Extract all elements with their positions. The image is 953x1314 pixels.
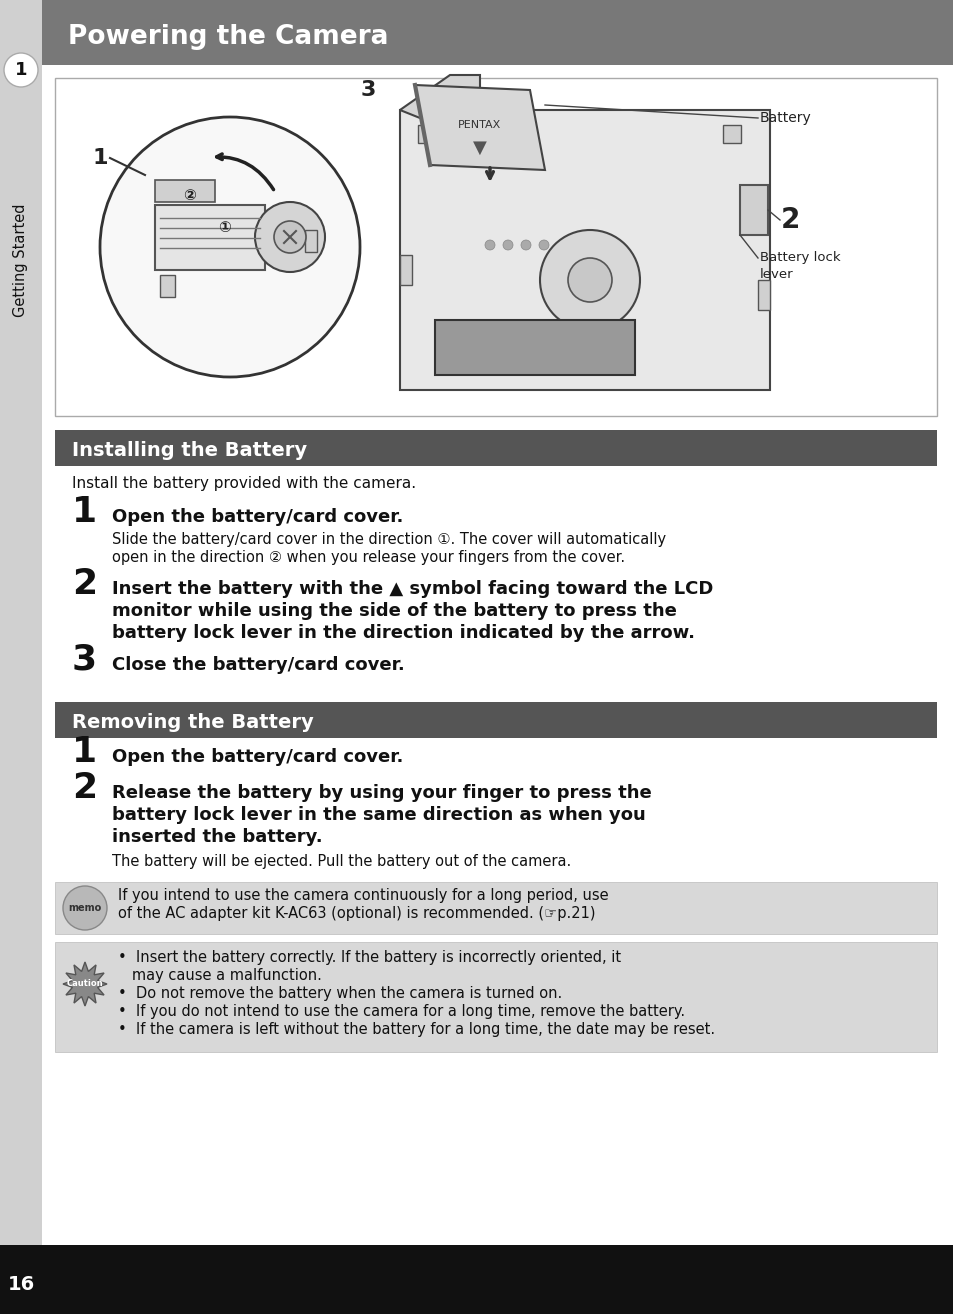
Text: Slide the battery/card cover in the direction ①. The cover will automatically: Slide the battery/card cover in the dire… — [112, 532, 665, 547]
Bar — [435, 321, 635, 374]
Circle shape — [4, 53, 38, 87]
Text: •  Do not remove the battery when the camera is turned on.: • Do not remove the battery when the cam… — [118, 986, 561, 1001]
Text: battery lock lever in the same direction as when you: battery lock lever in the same direction… — [112, 805, 645, 824]
Text: Caution: Caution — [67, 979, 103, 988]
Bar — [160, 275, 174, 297]
Text: lever: lever — [760, 268, 793, 281]
Text: Installing the Battery: Installing the Battery — [71, 442, 307, 460]
Text: Battery: Battery — [760, 110, 811, 125]
Text: 1: 1 — [14, 60, 28, 79]
Text: Open the battery/card cover.: Open the battery/card cover. — [112, 509, 403, 526]
Bar — [305, 230, 316, 252]
Text: 2: 2 — [780, 206, 799, 234]
Circle shape — [502, 240, 513, 250]
Text: Battery lock: Battery lock — [760, 251, 840, 264]
Text: of the AC adapter kit K-AC63 (optional) is recommended. (☞p.21): of the AC adapter kit K-AC63 (optional) … — [118, 905, 595, 921]
Bar — [399, 110, 769, 390]
Bar — [55, 702, 936, 738]
Text: memo: memo — [69, 903, 102, 913]
Circle shape — [520, 240, 531, 250]
Bar — [722, 125, 740, 143]
Text: •  If the camera is left without the battery for a long time, the date may be re: • If the camera is left without the batt… — [118, 1022, 715, 1037]
Text: Getting Started: Getting Started — [13, 204, 29, 317]
Bar — [55, 882, 936, 934]
Text: ①: ① — [218, 221, 232, 235]
Text: battery lock lever in the direction indicated by the arrow.: battery lock lever in the direction indi… — [112, 624, 695, 643]
Circle shape — [100, 117, 359, 377]
Circle shape — [254, 202, 325, 272]
Text: Close the battery/card cover.: Close the battery/card cover. — [112, 656, 404, 674]
Text: The battery will be ejected. Pull the battery out of the camera.: The battery will be ejected. Pull the ba… — [112, 854, 571, 869]
Text: open in the direction ② when you release your fingers from the cover.: open in the direction ② when you release… — [112, 551, 624, 565]
Polygon shape — [63, 962, 107, 1007]
Bar — [399, 255, 412, 285]
Bar — [417, 125, 436, 143]
Text: 2: 2 — [71, 568, 97, 600]
Text: If you intend to use the camera continuously for a long period, use: If you intend to use the camera continuo… — [118, 888, 608, 903]
Text: 16: 16 — [8, 1276, 34, 1294]
Circle shape — [567, 258, 612, 302]
Text: 1: 1 — [71, 735, 97, 769]
Bar — [740, 185, 767, 235]
Text: Install the battery provided with the camera.: Install the battery provided with the ca… — [71, 476, 416, 491]
Text: 1: 1 — [92, 148, 108, 168]
Text: monitor while using the side of the battery to press the: monitor while using the side of the batt… — [112, 602, 677, 620]
Circle shape — [63, 886, 107, 930]
Text: Release the battery by using your finger to press the: Release the battery by using your finger… — [112, 784, 651, 802]
Text: Open the battery/card cover.: Open the battery/card cover. — [112, 748, 403, 766]
Text: •  Insert the battery correctly. If the battery is incorrectly oriented, it: • Insert the battery correctly. If the b… — [118, 950, 620, 964]
Bar — [0, 1244, 953, 1314]
Text: Powering the Camera: Powering the Camera — [68, 24, 388, 50]
Circle shape — [274, 221, 306, 254]
Polygon shape — [415, 85, 544, 170]
Text: 2: 2 — [71, 771, 97, 805]
Bar — [0, 0, 42, 1244]
Polygon shape — [399, 75, 479, 130]
Circle shape — [484, 240, 495, 250]
Text: 1: 1 — [71, 495, 97, 530]
Circle shape — [538, 240, 548, 250]
Text: Removing the Battery: Removing the Battery — [71, 714, 314, 732]
Bar — [55, 430, 936, 466]
Circle shape — [539, 230, 639, 330]
Text: inserted the battery.: inserted the battery. — [112, 828, 322, 846]
Text: may cause a malfunction.: may cause a malfunction. — [118, 968, 321, 983]
Bar — [42, 0, 953, 64]
Text: ②: ② — [183, 188, 196, 204]
Text: Insert the battery with the ▲ symbol facing toward the LCD: Insert the battery with the ▲ symbol fac… — [112, 579, 713, 598]
Text: 3: 3 — [360, 80, 375, 100]
Text: ▼: ▼ — [473, 139, 486, 156]
Text: 3: 3 — [71, 643, 97, 677]
Bar — [154, 205, 265, 269]
Bar — [55, 942, 936, 1053]
Text: PENTAX: PENTAX — [457, 120, 501, 130]
Bar — [758, 280, 769, 310]
Bar — [55, 78, 936, 417]
Text: •  If you do not intend to use the camera for a long time, remove the battery.: • If you do not intend to use the camera… — [118, 1004, 684, 1018]
Bar — [154, 180, 214, 202]
